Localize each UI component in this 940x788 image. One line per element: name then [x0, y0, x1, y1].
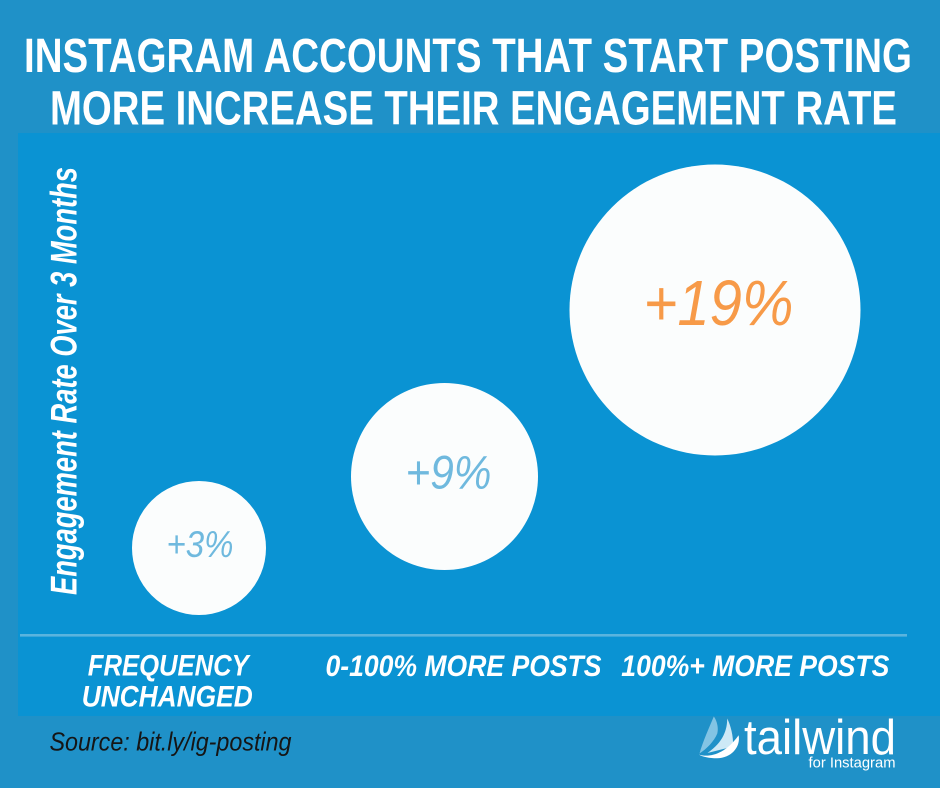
svg-text:+3%: +3% [167, 524, 234, 565]
svg-text:Engagement Rate Over 3 Months: Engagement Rate Over 3 Months [44, 167, 85, 595]
svg-text:Source: bit.ly/ig-posting: Source: bit.ly/ig-posting [50, 727, 292, 757]
svg-text:tailwind: tailwind [744, 710, 896, 765]
svg-text:INSTAGRAM ACCOUNTS THAT START: INSTAGRAM ACCOUNTS THAT START POSTING [24, 30, 912, 83]
svg-text:100%+ MORE POSTS: 100%+ MORE POSTS [621, 650, 889, 683]
svg-text:UNCHANGED: UNCHANGED [82, 681, 253, 714]
svg-text:for Instagram: for Instagram [809, 755, 896, 772]
svg-text:+19%: +19% [644, 267, 794, 339]
svg-text:MORE INCREASE THEIR ENGAGEMENT: MORE INCREASE THEIR ENGAGEMENT RATE [50, 83, 897, 136]
svg-text:FREQUENCY: FREQUENCY [88, 649, 252, 682]
svg-text:+9%: +9% [406, 447, 492, 500]
svg-text:0-100% MORE POSTS: 0-100% MORE POSTS [326, 650, 602, 683]
